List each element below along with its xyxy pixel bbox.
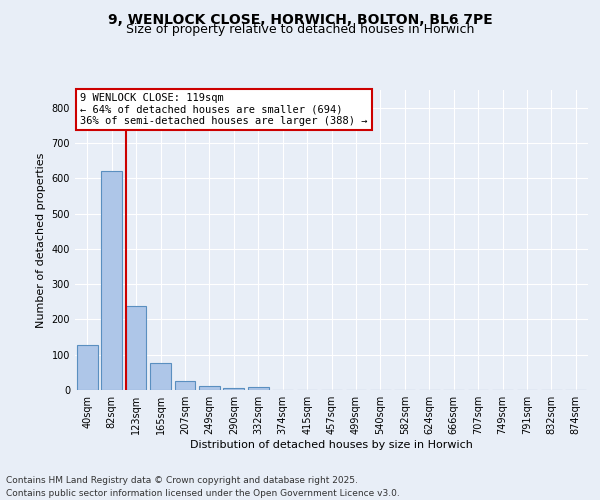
Text: Contains HM Land Registry data © Crown copyright and database right 2025.: Contains HM Land Registry data © Crown c… (6, 476, 358, 485)
Bar (175, 381, 196, 390)
X-axis label: Distribution of detached houses by size in Horwich: Distribution of detached houses by size … (190, 440, 473, 450)
Bar (248, 387, 269, 390)
Bar (101, 171, 122, 390)
Bar (150, 363, 171, 390)
Text: Size of property relative to detached houses in Horwich: Size of property relative to detached ho… (126, 24, 474, 36)
Bar (125, 306, 146, 390)
Y-axis label: Number of detached properties: Number of detached properties (36, 152, 46, 328)
Bar (77, 345, 98, 390)
Bar (199, 386, 220, 390)
Text: 9 WENLOCK CLOSE: 119sqm
← 64% of detached houses are smaller (694)
36% of semi-d: 9 WENLOCK CLOSE: 119sqm ← 64% of detache… (80, 93, 368, 126)
Text: 9, WENLOCK CLOSE, HORWICH, BOLTON, BL6 7PE: 9, WENLOCK CLOSE, HORWICH, BOLTON, BL6 7… (107, 12, 493, 26)
Bar (223, 388, 244, 390)
Text: Contains public sector information licensed under the Open Government Licence v3: Contains public sector information licen… (6, 489, 400, 498)
